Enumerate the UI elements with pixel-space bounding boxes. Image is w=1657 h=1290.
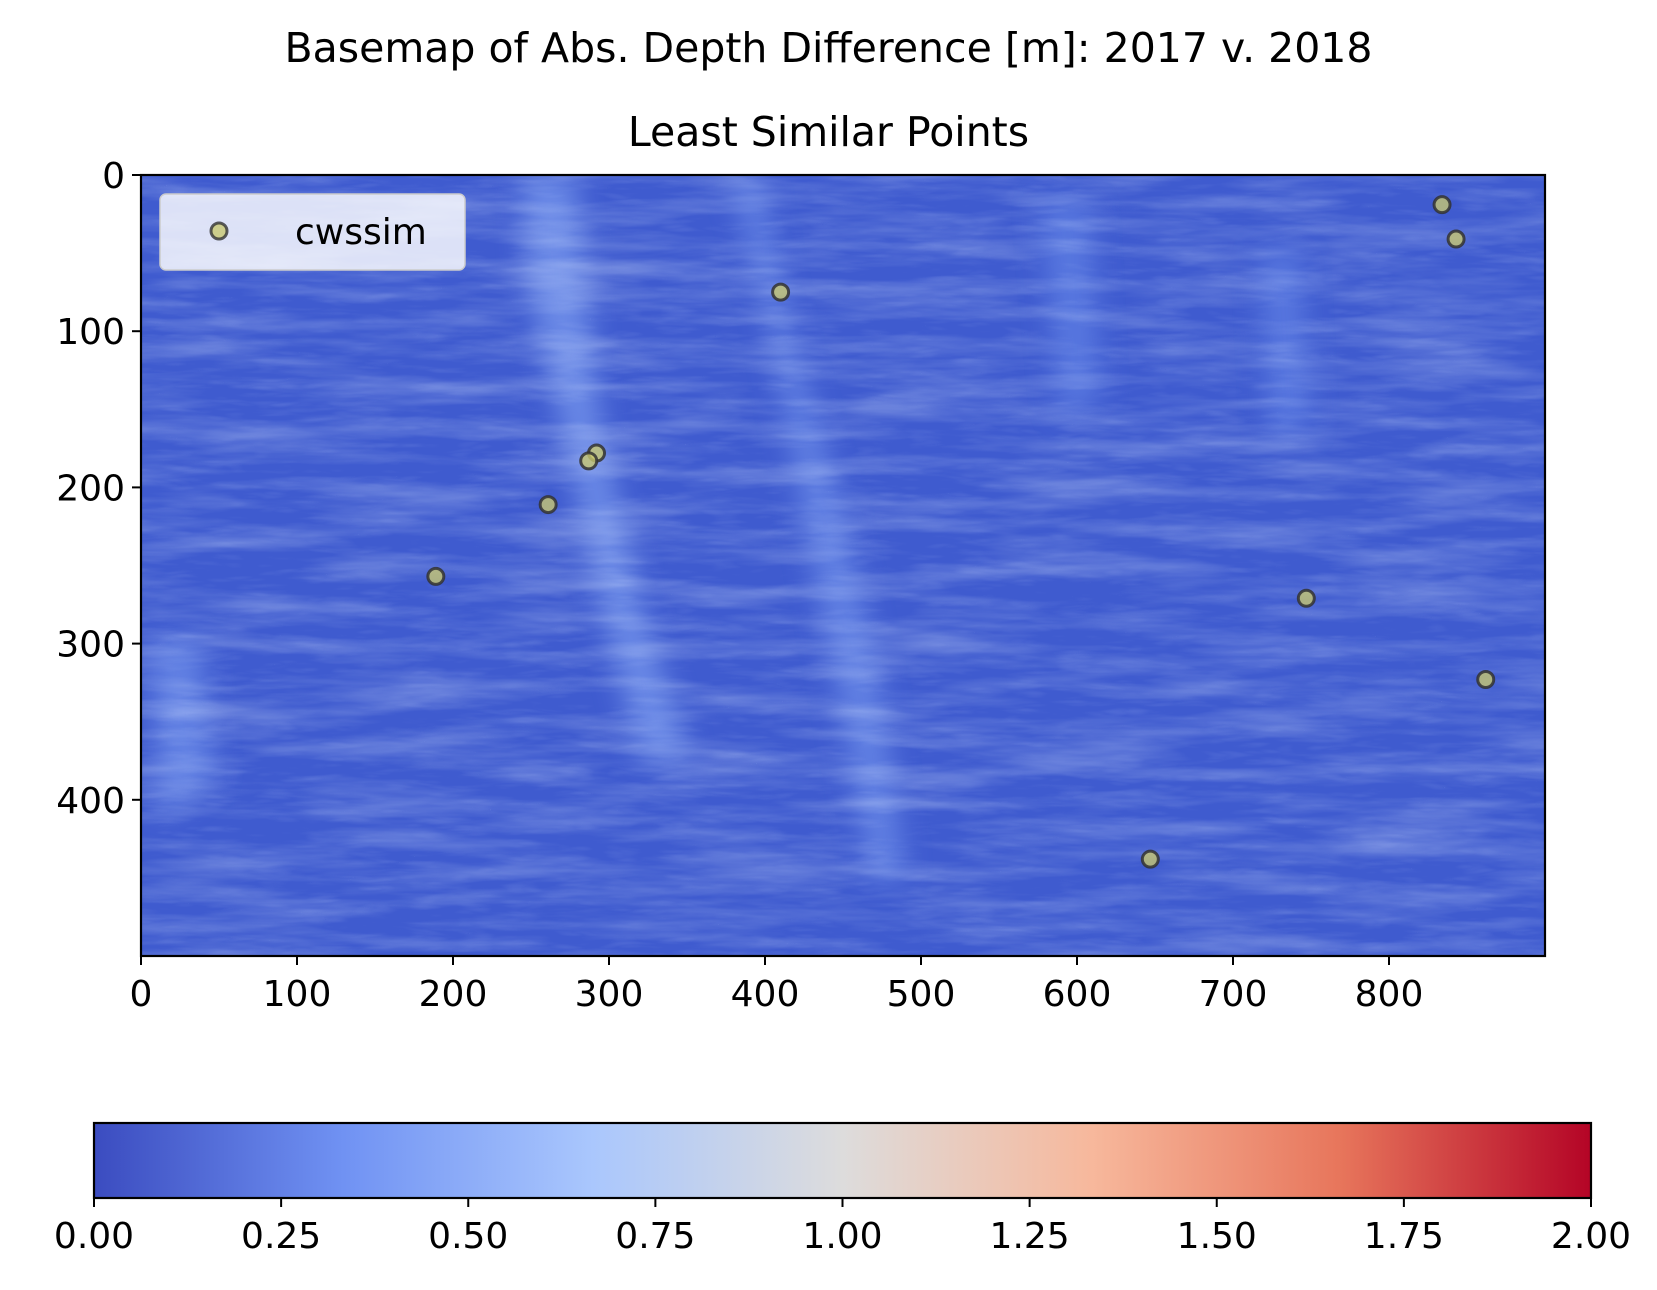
- scatter-point: [1476, 670, 1496, 690]
- y-tick-label: 0: [102, 156, 125, 197]
- legend-label: cwssim: [295, 212, 427, 253]
- x-tick-label: 700: [1199, 974, 1268, 1015]
- scatter-point: [1446, 229, 1466, 249]
- scatter-markers: [426, 195, 1496, 869]
- scatter-point: [1432, 195, 1452, 215]
- colorbar-tick-label: 2.00: [1551, 1216, 1631, 1257]
- x-tick-label: 200: [419, 974, 488, 1015]
- colorbar-tick-label: 0.00: [54, 1216, 134, 1257]
- y-axis: 0 100 200 300 400: [56, 156, 141, 822]
- x-tick-label: 300: [575, 974, 644, 1015]
- legend-marker: [209, 221, 229, 241]
- colorbar: [94, 1123, 1591, 1198]
- y-tick-label: 200: [56, 468, 125, 509]
- x-tick-label: 400: [731, 974, 800, 1015]
- x-tick-label: 800: [1355, 974, 1424, 1015]
- x-tick-label: 500: [887, 974, 956, 1015]
- y-tick-label: 300: [56, 625, 125, 666]
- scatter-point: [579, 451, 599, 471]
- x-tick-label: 600: [1043, 974, 1112, 1015]
- colorbar-tick-label: 1.75: [1364, 1216, 1444, 1257]
- scatter-point: [1140, 849, 1160, 869]
- colorbar-tick-label: 0.50: [428, 1216, 508, 1257]
- chart-suptitle: Basemap of Abs. Depth Difference [m]: 20…: [284, 24, 1373, 72]
- chart-subtitle: Least Similar Points: [627, 108, 1030, 156]
- colorbar-tick-label: 0.25: [241, 1216, 321, 1257]
- scatter-point: [771, 282, 791, 302]
- colorbar-axis: 0.00 0.25 0.50 0.75 1.00 1.25 1.50 1.75 2.00: [54, 1198, 1631, 1257]
- colorbar-tick-label: 0.75: [615, 1216, 695, 1257]
- y-tick-label: 400: [56, 781, 125, 822]
- legend: cwssim: [159, 193, 466, 271]
- colorbar-tick-label: 1.00: [802, 1216, 882, 1257]
- scatter-point: [538, 495, 558, 515]
- plot-frame: [139, 173, 1547, 958]
- basemap-raster: [141, 175, 1545, 956]
- y-tick-label: 100: [56, 312, 125, 353]
- scatter-point: [426, 566, 446, 586]
- x-tick-label: 100: [263, 974, 332, 1015]
- x-axis: 0 100 200 300 400 500 600 700 800: [130, 956, 1424, 1015]
- colorbar-tick-label: 1.25: [990, 1216, 1070, 1257]
- colorbar-tick-label: 1.50: [1177, 1216, 1257, 1257]
- legend-box: [159, 193, 466, 271]
- x-tick-label: 0: [130, 974, 153, 1015]
- scatter-point: [1296, 588, 1316, 608]
